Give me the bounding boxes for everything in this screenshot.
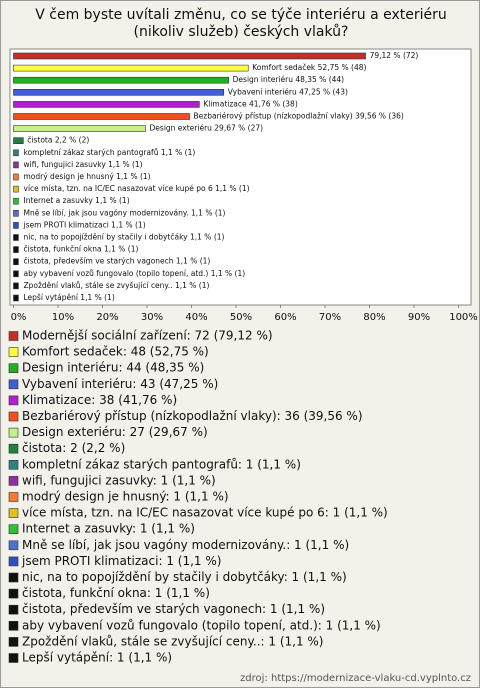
legend-label: wifi, fungujici zasuvky: 1 (1,1 %) <box>22 473 216 487</box>
legend-swatch <box>8 459 19 470</box>
legend-label: Internet a zasuvky: 1 (1,1 %) <box>22 522 195 536</box>
legend-swatch <box>8 363 19 374</box>
bar <box>13 210 19 217</box>
legend-swatch <box>8 540 19 551</box>
bar-label: čistota, funkční okna 1,1 % (1) <box>24 245 139 254</box>
bar-label: jsem PROTI klimatizaci 1,1 % (1) <box>23 220 146 229</box>
bar-label: Mně se líbí, jak jsou vagóny modernizová… <box>24 208 226 217</box>
bar-label: nic, na to popojíždění by stačily i doby… <box>24 233 225 242</box>
legend-label: Vybavení interiéru: 43 (47,25 %) <box>22 377 218 391</box>
legend-swatch <box>8 637 19 647</box>
bar-label: Internet a zasuvky 1,1 % (1) <box>24 196 130 205</box>
bar <box>13 222 19 229</box>
legend-swatch <box>8 620 19 631</box>
bar-label: kompletní zákaz starých pantografů 1,1 %… <box>24 148 196 157</box>
bar <box>13 137 24 144</box>
legend-swatch <box>8 508 19 518</box>
bar-label: Bezbariérový přístup (nízkopodlažní vlak… <box>194 112 404 121</box>
legend-swatch <box>8 492 19 502</box>
bar-label: čistota, především ve starých vagonech 1… <box>24 257 211 266</box>
bar <box>13 185 19 193</box>
legend-swatch <box>8 379 19 390</box>
legend-swatch <box>8 572 19 583</box>
x-tick-label: 100% <box>449 312 478 323</box>
legend-swatch <box>8 347 19 357</box>
x-tick-label: 20% <box>96 312 118 323</box>
x-tick-label: 30% <box>141 312 163 323</box>
x-tick-label: 40% <box>185 312 207 323</box>
legend-label: jsem PROTI klimatizaci: 1 (1,1 %) <box>21 554 221 568</box>
bar <box>13 149 19 157</box>
x-tick-label: 80% <box>363 312 385 323</box>
legend-label: čistota, především ve starých vagonech: … <box>22 602 325 616</box>
x-tick-label: 90% <box>408 312 430 323</box>
bar-label: Design interiéru 48,35 % (44) <box>233 75 345 84</box>
x-tick-label: 0% <box>11 312 27 323</box>
legend-swatch <box>8 395 19 406</box>
legend-label: Modernější sociální zařízení: 72 (79,12 … <box>22 329 273 343</box>
bar-label: čistota 2,2 % (2) <box>27 136 89 145</box>
legend-swatch <box>8 653 19 663</box>
bar-label: 79,12 % (72) <box>370 51 419 60</box>
bar-label: Lepší vytápění 1,1 % (1) <box>24 293 115 302</box>
legend-label: Komfort sedaček: 48 (52,75 %) <box>22 345 209 359</box>
bar-label: Klimatizace 41,76 % (38) <box>203 99 298 108</box>
bar-label: Komfort sedaček 52,75 % (48) <box>252 63 366 72</box>
bar <box>13 197 19 205</box>
bar <box>13 173 19 181</box>
legend-swatch <box>8 524 19 535</box>
bar-label: Zpoždění vlaků, stále se zvyšující ceny.… <box>24 281 210 290</box>
legend-swatch <box>8 556 19 567</box>
source: zdroj: https://modernizace-vlaku-cd.vypl… <box>240 673 471 684</box>
bar-label: aby vybavení vozů fungovalo (topilo tope… <box>24 269 246 278</box>
legend-label: nic, na to popojíždění by stačily i doby… <box>22 570 347 584</box>
legend-label: aby vybavení vozů fungovalo (topilo tope… <box>22 618 381 632</box>
legend-label: Klimatizace: 38 (41,76 %) <box>22 393 177 407</box>
x-tick-label: 50% <box>230 312 252 323</box>
legend-swatch <box>8 588 19 599</box>
legend-label: Design interiéru: 44 (48,35 %) <box>22 361 204 375</box>
legend-swatch <box>8 604 19 615</box>
x-tick-label: 10% <box>52 312 74 323</box>
bar <box>13 282 19 290</box>
legend-label: kompletní zákaz starých pantografů: 1 (1… <box>22 457 301 471</box>
bar <box>13 234 19 241</box>
x-tick-label: 70% <box>319 312 341 323</box>
legend-label: více místa, tzn. na IC/EC nasazovat více… <box>22 506 388 520</box>
legend-swatch <box>8 331 19 341</box>
bar-label: modrý design je hnusný 1,1 % (1) <box>24 172 151 181</box>
bar-label: Design exteriéru 29,67 % (27) <box>150 124 264 133</box>
legend-label: čistota: 2 (2,2 %) <box>22 441 125 455</box>
legend-label: Mně se líbí, jak jsou vagóny modernizová… <box>22 538 349 552</box>
chart-title: V čem byste uvítali změnu, co se týče in… <box>35 7 447 40</box>
x-tick-label: 60% <box>274 312 296 323</box>
legend-label: Lepší vytápění: 1 (1,1 %) <box>22 651 172 665</box>
bar <box>13 52 366 60</box>
legend-label: Bezbariérový přístup (nízkopodlažní vlak… <box>22 409 363 423</box>
bar <box>13 258 19 266</box>
bar <box>13 101 200 108</box>
bar <box>13 125 146 132</box>
bar <box>13 113 190 120</box>
bar-label: Vybavení interiéru 47,25 % (43) <box>228 87 348 96</box>
bar <box>13 161 19 169</box>
legend-label: Zpoždění vlaků, stále se zvyšující ceny.… <box>22 634 323 648</box>
legend-swatch <box>8 443 19 454</box>
legend-swatch <box>8 476 19 486</box>
bar-label: více místa, tzn. na IC/EC nasazovat více… <box>24 184 250 193</box>
bar <box>13 64 249 72</box>
legend-swatch <box>8 427 19 438</box>
bar <box>13 270 19 278</box>
bar-label: wifi, fungujici zasuvky 1,1 % (1) <box>24 160 143 169</box>
bar <box>13 89 225 96</box>
bar <box>13 76 229 84</box>
legend-label: Design exteriéru: 27 (29,67 %) <box>22 425 208 439</box>
bar <box>13 246 19 253</box>
legend-label: čistota, funkční okna: 1 (1,1 %) <box>22 586 210 600</box>
legend-label: modrý design je hnusný: 1 (1,1 %) <box>22 490 229 504</box>
bar <box>13 294 19 302</box>
legend-swatch <box>8 411 19 422</box>
